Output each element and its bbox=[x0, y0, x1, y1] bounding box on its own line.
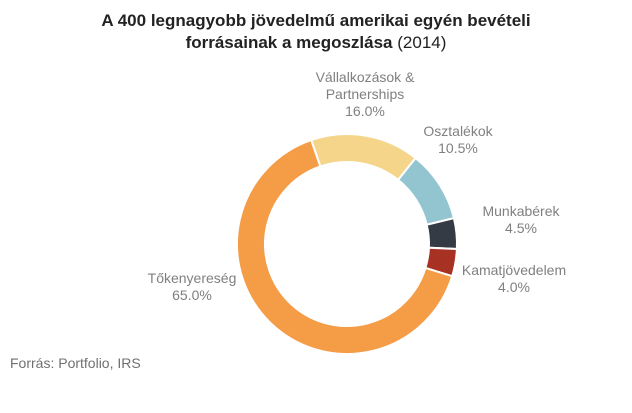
slice-vallalkozasok bbox=[309, 133, 418, 182]
slice-value-munkaberek: 4.5% bbox=[505, 220, 537, 236]
slice-value-osztalekok: 10.5% bbox=[438, 140, 478, 156]
chart-title-bold-part: forrásainak a megoszlása bbox=[185, 33, 393, 52]
donut-slices bbox=[236, 133, 458, 355]
slice-value-tokenyereseg: 65.0% bbox=[172, 287, 212, 303]
chart-title-year: (2014) bbox=[392, 33, 447, 52]
slice-label-kamatjovedelem: Kamatjövedelem bbox=[462, 262, 566, 278]
chart-title-line-2: forrásainak a megoszlása (2014) bbox=[0, 32, 632, 54]
slice-label-vallalkozasok-2: Partnerships bbox=[326, 86, 405, 102]
slice-munkaberek bbox=[425, 216, 458, 251]
slice-label-vallalkozasok: Vállalkozások & bbox=[316, 69, 415, 85]
slice-value-kamatjovedelem: 4.0% bbox=[498, 279, 530, 295]
slice-osztalekok bbox=[396, 156, 456, 226]
chart-title-line-1: A 400 legnagyobb jövedelmű amerikai egyé… bbox=[101, 11, 531, 30]
chart-title: A 400 legnagyobb jövedelmű amerikai egyé… bbox=[0, 10, 632, 54]
slice-label-munkaberek: Munkabérek bbox=[482, 203, 560, 219]
slice-value-vallalkozasok: 16.0% bbox=[345, 103, 385, 119]
slice-label-osztalekok: Osztalékok bbox=[423, 123, 493, 139]
slice-tokenyereseg bbox=[236, 138, 454, 355]
source-note: Forrás: Portfolio, IRS bbox=[10, 355, 141, 371]
slice-label-tokenyereseg: Tőkenyereség bbox=[148, 270, 237, 286]
